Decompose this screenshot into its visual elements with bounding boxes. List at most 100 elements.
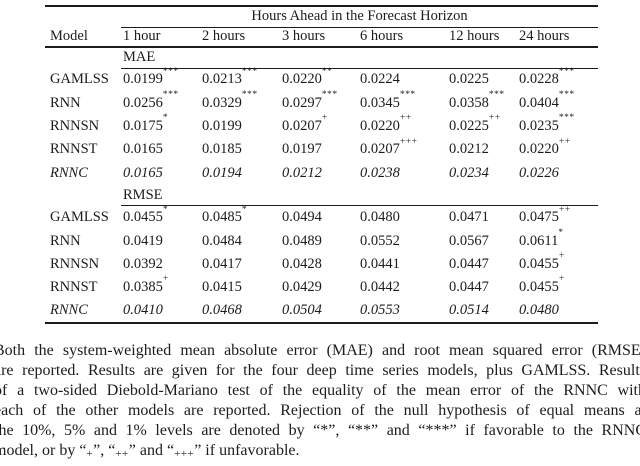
model-label: GAMLSS	[50, 209, 109, 226]
value-cell: 0.0552	[360, 232, 400, 249]
value-cell: 0.0484	[202, 232, 242, 249]
table-row: RNNC 0.0165 0.0194 0.0212 0.0238 0.0234 0.0226	[45, 162, 598, 185]
value-cell: 0.0165	[123, 141, 163, 158]
section-label-spacer	[45, 47, 121, 68]
significance-marker: ***	[558, 66, 575, 77]
unfavorable-marker: +++	[174, 448, 195, 460]
value-cell: 0.0404***	[519, 89, 575, 111]
significance-marker: +	[162, 274, 169, 285]
value-cell: 0.0455+	[519, 251, 565, 272]
caption-text: are reported. Results are given for the …	[0, 362, 640, 379]
value-cell: 0.0410	[123, 302, 163, 319]
model-label: RNN	[50, 94, 81, 111]
value-cell: 0.0256***	[123, 89, 179, 111]
caption-text: ” if unfavorable.	[194, 442, 300, 459]
model-label: RNNSN	[50, 255, 100, 272]
value-cell: 0.0415	[202, 279, 242, 296]
value-cell: 0.0297***	[282, 89, 338, 111]
model-label: RNN	[50, 232, 81, 249]
column-header-row: Model 1 hour 2 hours 3 hours 6 hours 12 …	[45, 27, 599, 48]
span-header-spacer	[45, 6, 121, 27]
value-cell: 0.0419	[123, 232, 163, 249]
significance-marker: ***	[162, 66, 179, 77]
significance-marker: +	[321, 113, 328, 124]
table-row: RNNST 0.0385+ 0.0415 0.0429 0.0442 0.0447 0.04…	[45, 274, 598, 299]
value-cell: 0.0165	[123, 164, 163, 181]
section-label: MAE	[121, 47, 599, 69]
caption-line: each of the other models are reported. R…	[0, 401, 640, 421]
col-header-2-hours: 2 hours	[200, 27, 280, 48]
significance-marker: ***	[321, 89, 338, 100]
table-caption: Both the system-weighted mean absolute e…	[0, 341, 640, 461]
value-cell: 0.0468	[202, 302, 242, 319]
significance-marker: *	[241, 204, 248, 215]
value-cell: 0.0197	[282, 141, 322, 158]
significance-marker: ***	[241, 66, 258, 77]
value-cell: 0.0220++	[360, 113, 412, 134]
significance-marker: ***	[162, 89, 179, 100]
value-cell: 0.0199	[202, 117, 242, 134]
significance-marker: *	[162, 113, 169, 124]
value-cell: 0.0417	[202, 255, 242, 272]
section-label-row: RMSE	[45, 184, 599, 207]
value-cell: 0.0485*	[202, 204, 248, 226]
significance-marker: ++	[488, 113, 501, 124]
value-cell: 0.0489	[282, 232, 322, 249]
value-cell: 0.0475++	[519, 204, 571, 226]
col-header-1-hour: 1 hour	[121, 27, 200, 48]
value-cell: 0.0220**	[282, 66, 333, 88]
significance-marker: ***	[241, 89, 258, 100]
significance-marker: ***	[399, 89, 416, 100]
value-cell: 0.0212	[449, 141, 489, 158]
caption-text: each of the other models are reported. R…	[0, 402, 640, 419]
table-body: MAE GAMLSS 0.0199*** 0.0213*** 0.0220** 0.022…	[45, 47, 599, 323]
table-row: GAMLSS 0.0199*** 0.0213*** 0.0220** 0.0224 0.…	[45, 66, 598, 91]
span-header: Hours Ahead in the Forecast Horizon	[121, 6, 599, 28]
span-header-row: Hours Ahead in the Forecast Horizon	[45, 6, 599, 28]
col-header-12-hours: 12 hours	[447, 27, 517, 48]
value-cell: 0.0226	[519, 164, 559, 181]
col-header-model: Model	[45, 27, 121, 48]
value-cell: 0.0514	[449, 302, 489, 319]
significance-marker: ***	[558, 113, 575, 124]
caption-text: model, or by “	[0, 442, 87, 459]
value-cell: 0.0504	[282, 302, 322, 319]
caption-line: Both the system-weighted mean absolute e…	[0, 341, 640, 361]
value-cell: 0.0429	[282, 279, 322, 296]
value-cell: 0.0471	[449, 209, 489, 226]
significance-marker: +++	[399, 136, 418, 147]
value-cell: 0.0455+	[519, 274, 565, 296]
unfavorable-marker: +	[86, 448, 94, 460]
significance-marker: *	[558, 227, 564, 238]
results-table: Hours Ahead in the Forecast Horizon Mode…	[45, 5, 599, 324]
value-cell: 0.0385+	[123, 274, 169, 296]
caption-text: ” and “	[128, 442, 175, 459]
section-label-spacer	[45, 185, 121, 206]
caption-text: the 10%, 5% and 1% levels are denoted by…	[0, 422, 640, 439]
model-label: GAMLSS	[50, 71, 109, 88]
value-cell: 0.0358***	[449, 89, 505, 111]
value-cell: 0.0185	[202, 141, 242, 158]
table-row: RNNSN 0.0392 0.0417 0.0428 0.0441 0.0447 0.045…	[45, 251, 598, 276]
model-label: RNNC	[50, 302, 88, 319]
value-cell: 0.0480	[360, 209, 400, 226]
value-cell: 0.0447	[449, 255, 489, 272]
significance-marker: **	[321, 66, 333, 77]
col-header-6-hours: 6 hours	[358, 27, 447, 48]
model-label: RNNC	[50, 164, 88, 181]
value-cell: 0.0455*	[123, 204, 169, 226]
value-cell: 0.0225	[449, 71, 489, 88]
table-row: RNNSN 0.0175* 0.0199 0.0207+ 0.0220++ 0.0225+…	[45, 113, 598, 138]
value-cell: 0.0392	[123, 255, 163, 272]
significance-marker: +	[558, 251, 565, 262]
value-cell: 0.0329***	[202, 89, 258, 111]
value-cell: 0.0235***	[519, 113, 575, 134]
value-cell: 0.0553	[360, 302, 400, 319]
significance-marker: ++	[558, 136, 571, 147]
table-row: RNN 0.0419 0.0484 0.0489 0.0552 0.0567 0.0611*	[45, 227, 598, 252]
significance-marker: *	[162, 204, 169, 215]
value-cell: 0.0228***	[519, 66, 575, 88]
value-cell: 0.0175*	[123, 113, 169, 134]
table-header: Hours Ahead in the Forecast Horizon Mode…	[45, 6, 599, 48]
significance-marker: +	[558, 274, 565, 285]
